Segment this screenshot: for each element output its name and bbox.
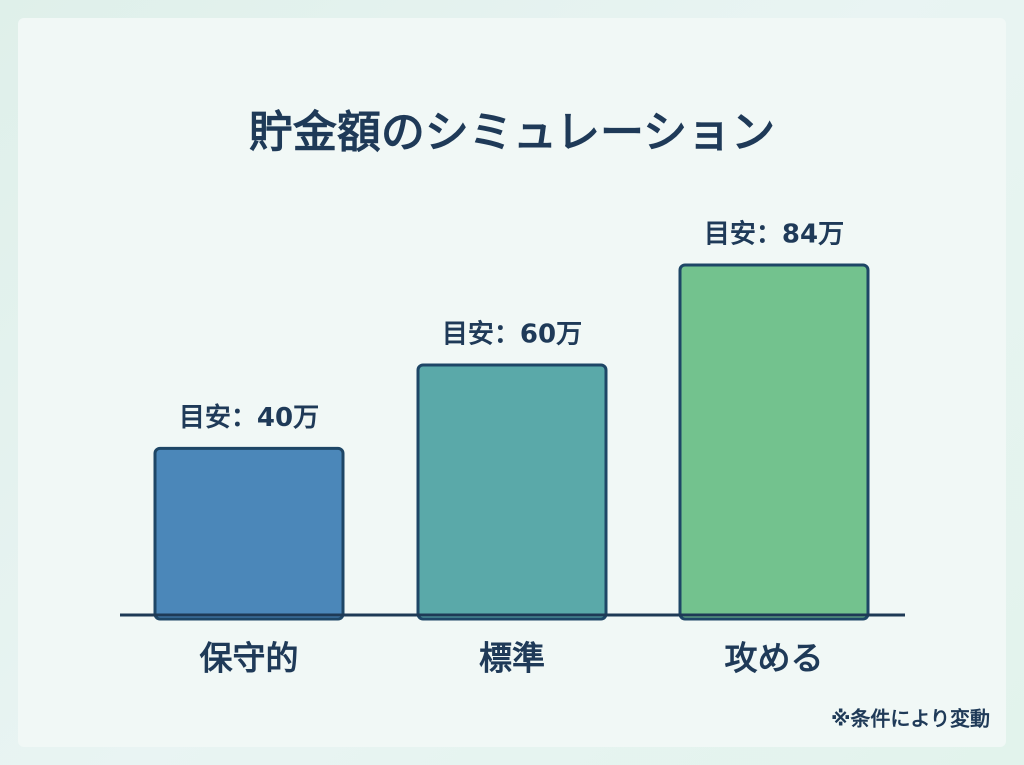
x-tick-label: 標準 <box>479 639 545 678</box>
bar <box>153 446 345 621</box>
data-label: 目安：60万 <box>442 320 582 350</box>
x-tick-label: 攻める <box>725 639 824 678</box>
chart-title: 貯金額のシミュレーション <box>249 107 775 158</box>
x-tick-label: 保守的 <box>200 639 299 678</box>
data-label: 目安：84万 <box>704 220 844 250</box>
annotation: ※条件により変動 <box>831 707 990 731</box>
bar <box>416 363 608 621</box>
data-label: 目安：40万 <box>179 403 319 433</box>
bar <box>678 263 870 621</box>
